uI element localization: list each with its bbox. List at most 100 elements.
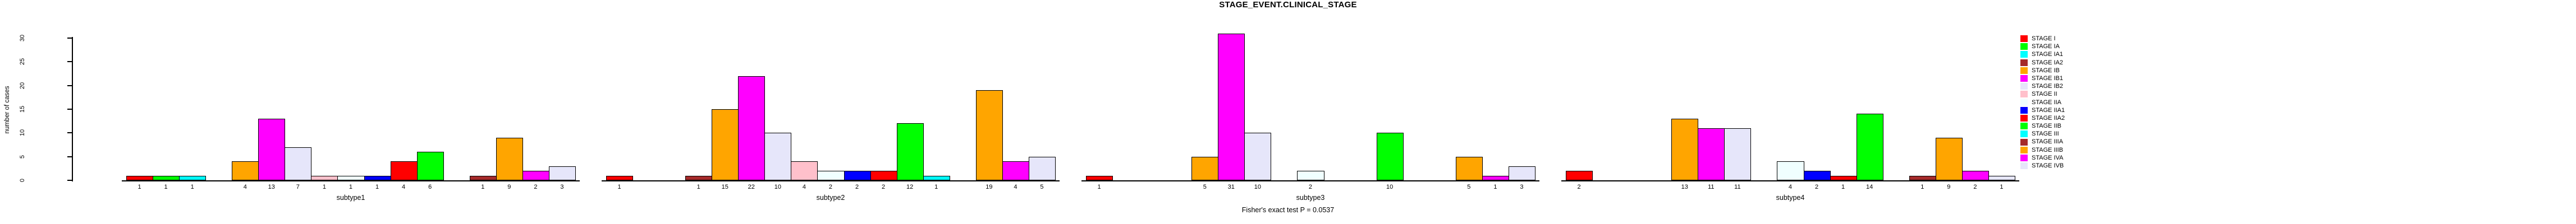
x-axis-baseline xyxy=(1081,180,1539,181)
chart-title: STAGE_EVENT.CLINICAL_STAGE xyxy=(1219,0,1357,10)
legend-item: STAGE IVA xyxy=(2020,154,2065,162)
legend-label: STAGE IA2 xyxy=(2032,59,2064,66)
legend-item: STAGE IIA1 xyxy=(2020,106,2065,114)
bar-subtype2-stage-iia1 xyxy=(844,171,871,180)
legend-swatch xyxy=(2020,75,2028,82)
bar-subtype1-stage-ia xyxy=(153,176,180,180)
legend-swatch xyxy=(2020,91,2028,98)
bar-value-label: 2 xyxy=(1973,184,1977,190)
bar-subtype4-stage-ib1 xyxy=(1698,128,1725,180)
bar-subtype1-stage-ib2 xyxy=(285,147,312,180)
bar-value-label: 1 xyxy=(2000,184,2004,190)
x-axis-baseline xyxy=(1561,180,2019,181)
legend-swatch xyxy=(2020,146,2028,153)
bar-subtype4-stage-iiia xyxy=(1909,176,1936,180)
bar-value-label: 11 xyxy=(1734,184,1741,190)
bar-subtype1-stage-ivb xyxy=(548,166,576,180)
bar-subtype2-stage-ib2 xyxy=(764,133,792,180)
legend-item: STAGE IIB xyxy=(2020,122,2065,130)
bar-subtype4-stage-ivb xyxy=(1988,176,2015,180)
group-label-subtype4: subtype4 xyxy=(1776,194,1805,202)
legend-item: STAGE IIA xyxy=(2020,99,2065,106)
bar-group-subtype1: 1 1 1 4 13 7 1 1 1 4 6 1 9 2 3 subtype1 xyxy=(122,29,580,202)
bar-subtype2-stage-iva xyxy=(1002,161,1029,180)
bar-subtype1-stage-iib xyxy=(416,152,444,180)
bar-subtype2-stage-ib xyxy=(712,109,739,180)
legend-swatch xyxy=(2020,106,2028,114)
group-label-subtype1: subtype1 xyxy=(336,194,365,202)
y-axis-label: number of cases xyxy=(4,86,11,134)
y-tick-label: 0 xyxy=(19,178,26,183)
legend-swatch xyxy=(2020,43,2028,50)
legend-label: STAGE IIA xyxy=(2032,99,2061,106)
bar-subtype2-stage-iib xyxy=(896,123,924,180)
y-tick-label: 15 xyxy=(19,105,26,113)
y-tick xyxy=(67,61,72,63)
legend-label: STAGE IA xyxy=(2032,43,2060,50)
bar-value-label: 19 xyxy=(986,184,993,190)
legend-label: STAGE III xyxy=(2032,130,2059,138)
bar-value-label: 1 xyxy=(1493,184,1497,190)
bar-value-label: 1 xyxy=(190,184,194,190)
legend-swatch xyxy=(2020,154,2028,161)
footer-stat: Fisher's exact test P = 0.0537 xyxy=(1241,206,1335,214)
bar-value-label: 1 xyxy=(1841,184,1845,190)
bar-value-label: 10 xyxy=(774,184,781,190)
bar-value-label: 4 xyxy=(802,184,806,190)
bar-group-subtype4: 2 13 11 11 4 2 1 14 1 9 2 1 subtype4 xyxy=(1561,29,2019,202)
bar-subtype1-stage-ii xyxy=(311,176,338,180)
bar-subtype3-stage-ib2 xyxy=(1244,133,1272,180)
legend-label: STAGE IIB xyxy=(2032,123,2061,130)
legend-label: STAGE IIA1 xyxy=(2032,106,2065,114)
legend-label: STAGE IVB xyxy=(2032,162,2064,169)
y-tick xyxy=(67,132,72,134)
bar-subtype1-stage-i xyxy=(126,176,154,180)
y-tick xyxy=(67,156,72,157)
bar-subtype4-stage-ib2 xyxy=(1724,128,1752,180)
legend-label: STAGE IB1 xyxy=(2032,74,2064,82)
bar-group-subtype2: 1 1 15 22 10 4 2 2 2 12 1 19 4 5 subtype2 xyxy=(602,29,1060,202)
bar-subtype4-stage-iva xyxy=(1961,171,1989,180)
bar-value-label: 1 xyxy=(617,184,621,190)
bar-subtype2-stage-ia2 xyxy=(685,176,713,180)
bar-value-label: 2 xyxy=(828,184,833,190)
bar-subtype4-stage-ib xyxy=(1671,119,1699,180)
bar-value-label: 2 xyxy=(1577,184,1581,190)
legend-item: STAGE IIA2 xyxy=(2020,114,2065,122)
bar-value-label: 1 xyxy=(1097,184,1101,190)
bar-value-label: 7 xyxy=(296,184,300,190)
legend-item: STAGE III xyxy=(2020,130,2065,138)
bar-subtype4-stage-iiib xyxy=(1935,138,1963,180)
bar-value-label: 4 xyxy=(1788,184,1793,190)
legend-item: STAGE IA xyxy=(2020,43,2065,50)
bar-value-label: 1 xyxy=(934,184,938,190)
bar-value-label: 9 xyxy=(1947,184,1951,190)
bar-subtype4-stage-iib xyxy=(1856,114,1883,180)
y-tick-label: 25 xyxy=(19,58,26,66)
bar-value-label: 15 xyxy=(721,184,728,190)
bar-value-label: 14 xyxy=(1866,184,1873,190)
bar-subtype1-stage-iia xyxy=(337,176,365,180)
bar-value-label: 9 xyxy=(507,184,511,190)
bar-value-label: 1 xyxy=(137,184,141,190)
legend-swatch xyxy=(2020,114,2028,122)
bar-subtype4-stage-i xyxy=(1566,171,1593,180)
y-tick-label: 20 xyxy=(19,82,26,89)
legend-label: STAGE IB xyxy=(2032,67,2060,74)
legend-swatch xyxy=(2020,51,2028,58)
bar-subtype1-stage-iia2 xyxy=(390,161,418,180)
bar-value-label: 5 xyxy=(1040,184,1044,190)
bar-value-label: 1 xyxy=(322,184,326,190)
bar-value-label: 2 xyxy=(1814,184,1819,190)
bar-subtype1-stage-iia1 xyxy=(364,176,391,180)
bar-subtype3-stage-iib xyxy=(1376,133,1404,180)
bar-subtype3-stage-i xyxy=(1086,176,1113,180)
bar-subtype3-stage-ivb xyxy=(1508,166,1535,180)
bar-value-label: 11 xyxy=(1708,184,1715,190)
bar-value-label: 22 xyxy=(748,184,755,190)
legend-item: STAGE IB xyxy=(2020,67,2065,74)
x-axis-baseline xyxy=(122,180,580,181)
legend-item: STAGE IIIA xyxy=(2020,138,2065,146)
legend-swatch xyxy=(2020,130,2028,138)
bar-subtype1-stage-ib1 xyxy=(258,119,286,180)
